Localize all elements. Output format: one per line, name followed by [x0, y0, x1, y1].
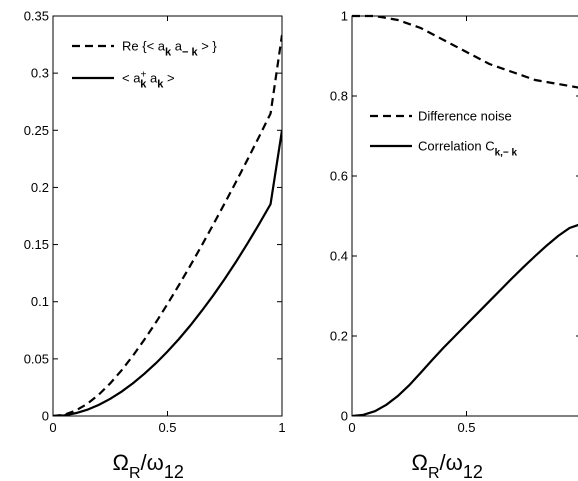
- series-line-2: [352, 223, 578, 416]
- legend-superscript: +: [140, 70, 146, 81]
- legend-subscript: k: [157, 79, 164, 91]
- legend-label-2: < a+ k ak >: [122, 70, 175, 91]
- x-tick-label: 0.5: [158, 420, 176, 435]
- legend-text-part: a: [146, 71, 158, 86]
- x-axis-label-sub-12: 12: [463, 462, 483, 481]
- x-axis-label: ΩR/ω12: [412, 450, 483, 481]
- y-tick-label: 0.2: [31, 180, 49, 195]
- y-tick-label: 1: [341, 9, 348, 24]
- y-tick-label: 0.05: [24, 351, 49, 366]
- plot-frame: [351, 15, 578, 417]
- legend-subscript: k: [140, 79, 147, 91]
- x-axis-label-sub-r: R: [428, 465, 440, 481]
- x-axis-label-omega: Ω: [113, 450, 129, 475]
- x-tick-label: 1: [278, 420, 285, 435]
- legend-text-part: a: [171, 39, 183, 54]
- y-tick-label: 0.35: [24, 9, 49, 24]
- legend-label-1: Difference noise: [418, 109, 512, 124]
- legend-text-part: Re {< a: [122, 39, 166, 54]
- legend: Difference noise Correlation Ck,− k: [370, 109, 518, 159]
- y-tick-label: 0.1: [31, 294, 49, 309]
- series-line-1: [53, 34, 282, 416]
- y-tick-label: 0.8: [330, 89, 348, 104]
- legend-subscript: − k: [182, 47, 198, 59]
- x-tick-label: 0: [348, 420, 355, 435]
- y-tick-label: 0.3: [31, 66, 49, 81]
- series-line-1: [352, 14, 578, 89]
- legend-subscript: k: [165, 47, 172, 59]
- legend-text-part: Correlation C: [418, 139, 495, 154]
- x-axis-label: ΩR/ω12: [113, 450, 184, 481]
- y-tick-label: 0.6: [330, 169, 348, 184]
- x-axis-label-slash-omega: /ω: [141, 450, 164, 475]
- legend-label-1: Re {< ak a− k > }: [122, 39, 217, 59]
- y-tick-label: 0: [341, 409, 348, 424]
- y-tick-label: 0.2: [330, 329, 348, 344]
- x-axis-label-sub-12: 12: [164, 462, 184, 481]
- x-axis-label-slash-omega: /ω: [440, 450, 463, 475]
- legend-label-2: Correlation Ck,− k: [418, 139, 518, 159]
- y-tick-label: 0.25: [24, 123, 49, 138]
- x-axis-label-sub-r: R: [129, 465, 141, 481]
- x-tick-label: 0: [49, 420, 56, 435]
- y-tick-label: 0: [42, 409, 49, 424]
- legend: Re {< ak a− k > }< a+ k ak >: [72, 39, 217, 91]
- left-chart-panel: 0 0.05 0.1 0.15 0.2 0.25 0.3 0.35 0 0.5 1 ΩR/ω12 Re …: [24, 9, 286, 481]
- legend-text-part: < a: [122, 71, 141, 86]
- x-axis-label-omega: Ω: [412, 450, 428, 475]
- legend-text-part: Difference noise: [418, 109, 512, 124]
- series-line-2: [53, 130, 282, 416]
- legend-text-part: > }: [198, 39, 218, 54]
- legend-subscript: k,− k: [495, 148, 518, 159]
- legend-text-part: >: [163, 71, 174, 86]
- y-tick-label: 0.15: [24, 237, 49, 252]
- x-tick-label: 0.5: [457, 420, 475, 435]
- y-tick-label: 0.4: [330, 249, 348, 264]
